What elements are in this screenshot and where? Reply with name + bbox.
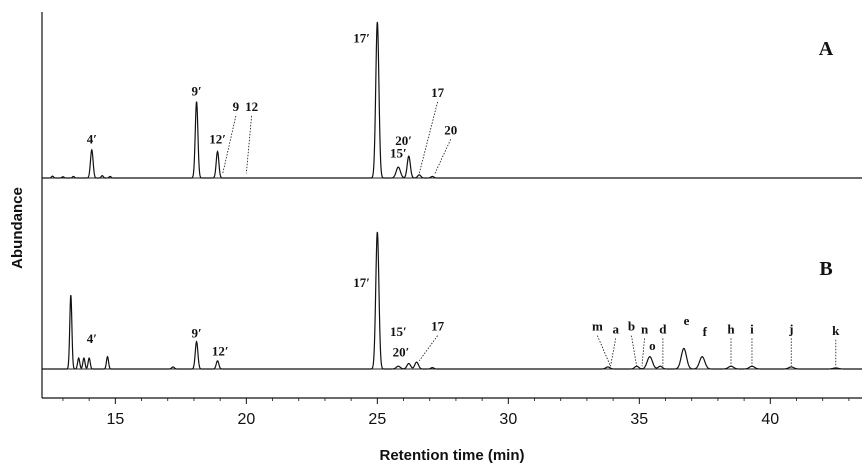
peak-label-B-n: n: [641, 321, 649, 336]
peak-label-A-12: 12: [245, 99, 258, 114]
peak-label-A-17′: 17′: [353, 30, 370, 45]
traces-layer: [42, 21, 862, 370]
x-tick-label-20: 20: [237, 411, 255, 428]
peak-label-B-k: k: [832, 323, 840, 338]
peak-label-A-15′: 15′: [390, 146, 407, 161]
peak-label-A-9′: 9′: [191, 83, 201, 98]
peak-label-B-a: a: [612, 321, 619, 336]
peak-label-B-d: d: [659, 321, 667, 336]
leader-line-B-b: [631, 335, 638, 367]
peak-label-B-f: f: [703, 324, 708, 339]
peak-label-B-9′: 9′: [191, 325, 201, 340]
trace-panel-B: [42, 231, 862, 370]
peak-label-A-12′: 12′: [209, 132, 226, 147]
x-tick-label-25: 25: [368, 411, 386, 428]
axes-layer: 15 20 25 30 35 40: [41, 12, 862, 428]
peak-label-B-e: e: [684, 313, 690, 328]
x-tick-label-15: 15: [106, 411, 124, 428]
peak-label-A-20: 20: [444, 122, 457, 137]
leader-line-B-m: [597, 335, 611, 367]
peak-label-B-15′: 15′: [390, 324, 407, 339]
peak-label-B-20′: 20′: [393, 345, 410, 360]
x-tick-label-30: 30: [499, 411, 517, 428]
peak-label-B-h: h: [727, 321, 735, 336]
y-axis-title: Abundance: [9, 187, 26, 269]
x-tick-label-35: 35: [630, 411, 648, 428]
leader-line-B-n: [641, 338, 645, 367]
peak-label-B-m: m: [592, 319, 603, 334]
leader-line-B-17: [418, 335, 438, 362]
trace-panel-A: [42, 21, 862, 179]
peak-label-B-o: o: [649, 338, 656, 353]
peak-label-A-9: 9: [233, 99, 240, 114]
peak-label-B-b: b: [628, 319, 635, 334]
peak-label-B-12′: 12′: [212, 343, 229, 358]
peak-label-A-20′: 20′: [395, 133, 412, 148]
peak-label-B-i: i: [750, 321, 754, 336]
peak-label-A-4′: 4′: [87, 132, 97, 147]
leader-line-A-9: [222, 115, 237, 174]
peak-label-B-4′: 4′: [87, 331, 97, 346]
panel-label-A: A: [819, 38, 834, 60]
x-axis-title: Retention time (min): [380, 447, 525, 464]
peak-label-A-17: 17: [431, 85, 445, 100]
leader-line-A-17: [418, 101, 438, 174]
x-tick-label-40: 40: [761, 411, 779, 428]
leader-line-A-20: [434, 139, 452, 174]
peak-label-B-j: j: [788, 321, 793, 336]
panel-label-B: B: [819, 258, 832, 280]
peak-label-B-17′: 17′: [353, 275, 370, 290]
leader-line-A-12: [245, 115, 252, 174]
leader-line-B-a: [610, 338, 617, 367]
peak-label-B-17: 17: [431, 319, 445, 334]
